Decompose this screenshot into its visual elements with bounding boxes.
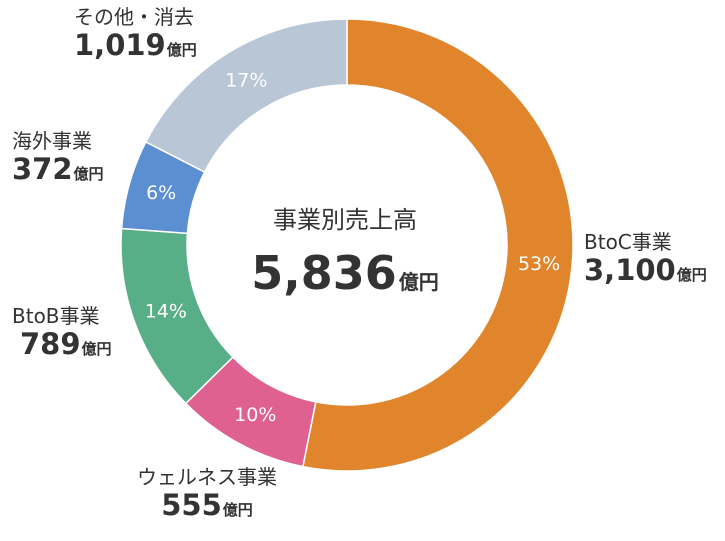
- segment-unit: 億円: [166, 41, 197, 59]
- center-total: 5,836 億円: [200, 246, 490, 300]
- segment-label-wellness: ウェルネス事業 555億円: [112, 466, 302, 522]
- segment-name: その他・消去: [74, 5, 194, 29]
- segment-unit: 億円: [81, 340, 112, 358]
- segment-amount: 555億円: [112, 488, 302, 522]
- segment-name: ウェルネス事業: [137, 465, 277, 489]
- segment-value: 1,019: [74, 28, 166, 62]
- segment-value: 789: [20, 327, 81, 361]
- segment-label-overseas: 海外事業 372億円: [12, 130, 104, 186]
- segment-unit: 億円: [676, 266, 707, 284]
- donut-segment-other: [144, 18, 348, 174]
- center-title: 事業別売上高: [273, 206, 417, 234]
- segment-name: BtoB事業: [12, 304, 100, 328]
- donut-segment-btoc: [301, 18, 574, 472]
- segment-label-other: その他・消去 1,019億円: [74, 6, 197, 62]
- segment-label-btoc: BtoC事業 3,100億円: [584, 231, 707, 287]
- segment-value: 3,100: [584, 253, 676, 287]
- segment-amount: 372億円: [12, 152, 104, 186]
- center-total-value: 5,836: [251, 246, 397, 300]
- segment-value: 555: [161, 488, 222, 522]
- segment-unit: 億円: [73, 165, 104, 183]
- percent-label-btoc: 53%: [518, 253, 560, 275]
- center-total-unit: 億円: [398, 270, 439, 294]
- segment-unit: 億円: [222, 501, 253, 519]
- segment-label-btob: BtoB事業 789億円: [12, 305, 112, 361]
- percent-label-btob: 14%: [145, 301, 187, 323]
- segment-amount: 1,019億円: [74, 28, 197, 62]
- segment-name: BtoC事業: [584, 230, 672, 254]
- segment-value: 372: [12, 152, 73, 186]
- segment-amount: 3,100億円: [584, 253, 707, 287]
- segment-amount: 789億円: [12, 327, 112, 361]
- percent-label-overseas: 6%: [146, 182, 176, 204]
- percent-label-other: 17%: [225, 69, 267, 91]
- segment-name: 海外事業: [12, 129, 92, 153]
- percent-label-wellness: 10%: [234, 404, 276, 426]
